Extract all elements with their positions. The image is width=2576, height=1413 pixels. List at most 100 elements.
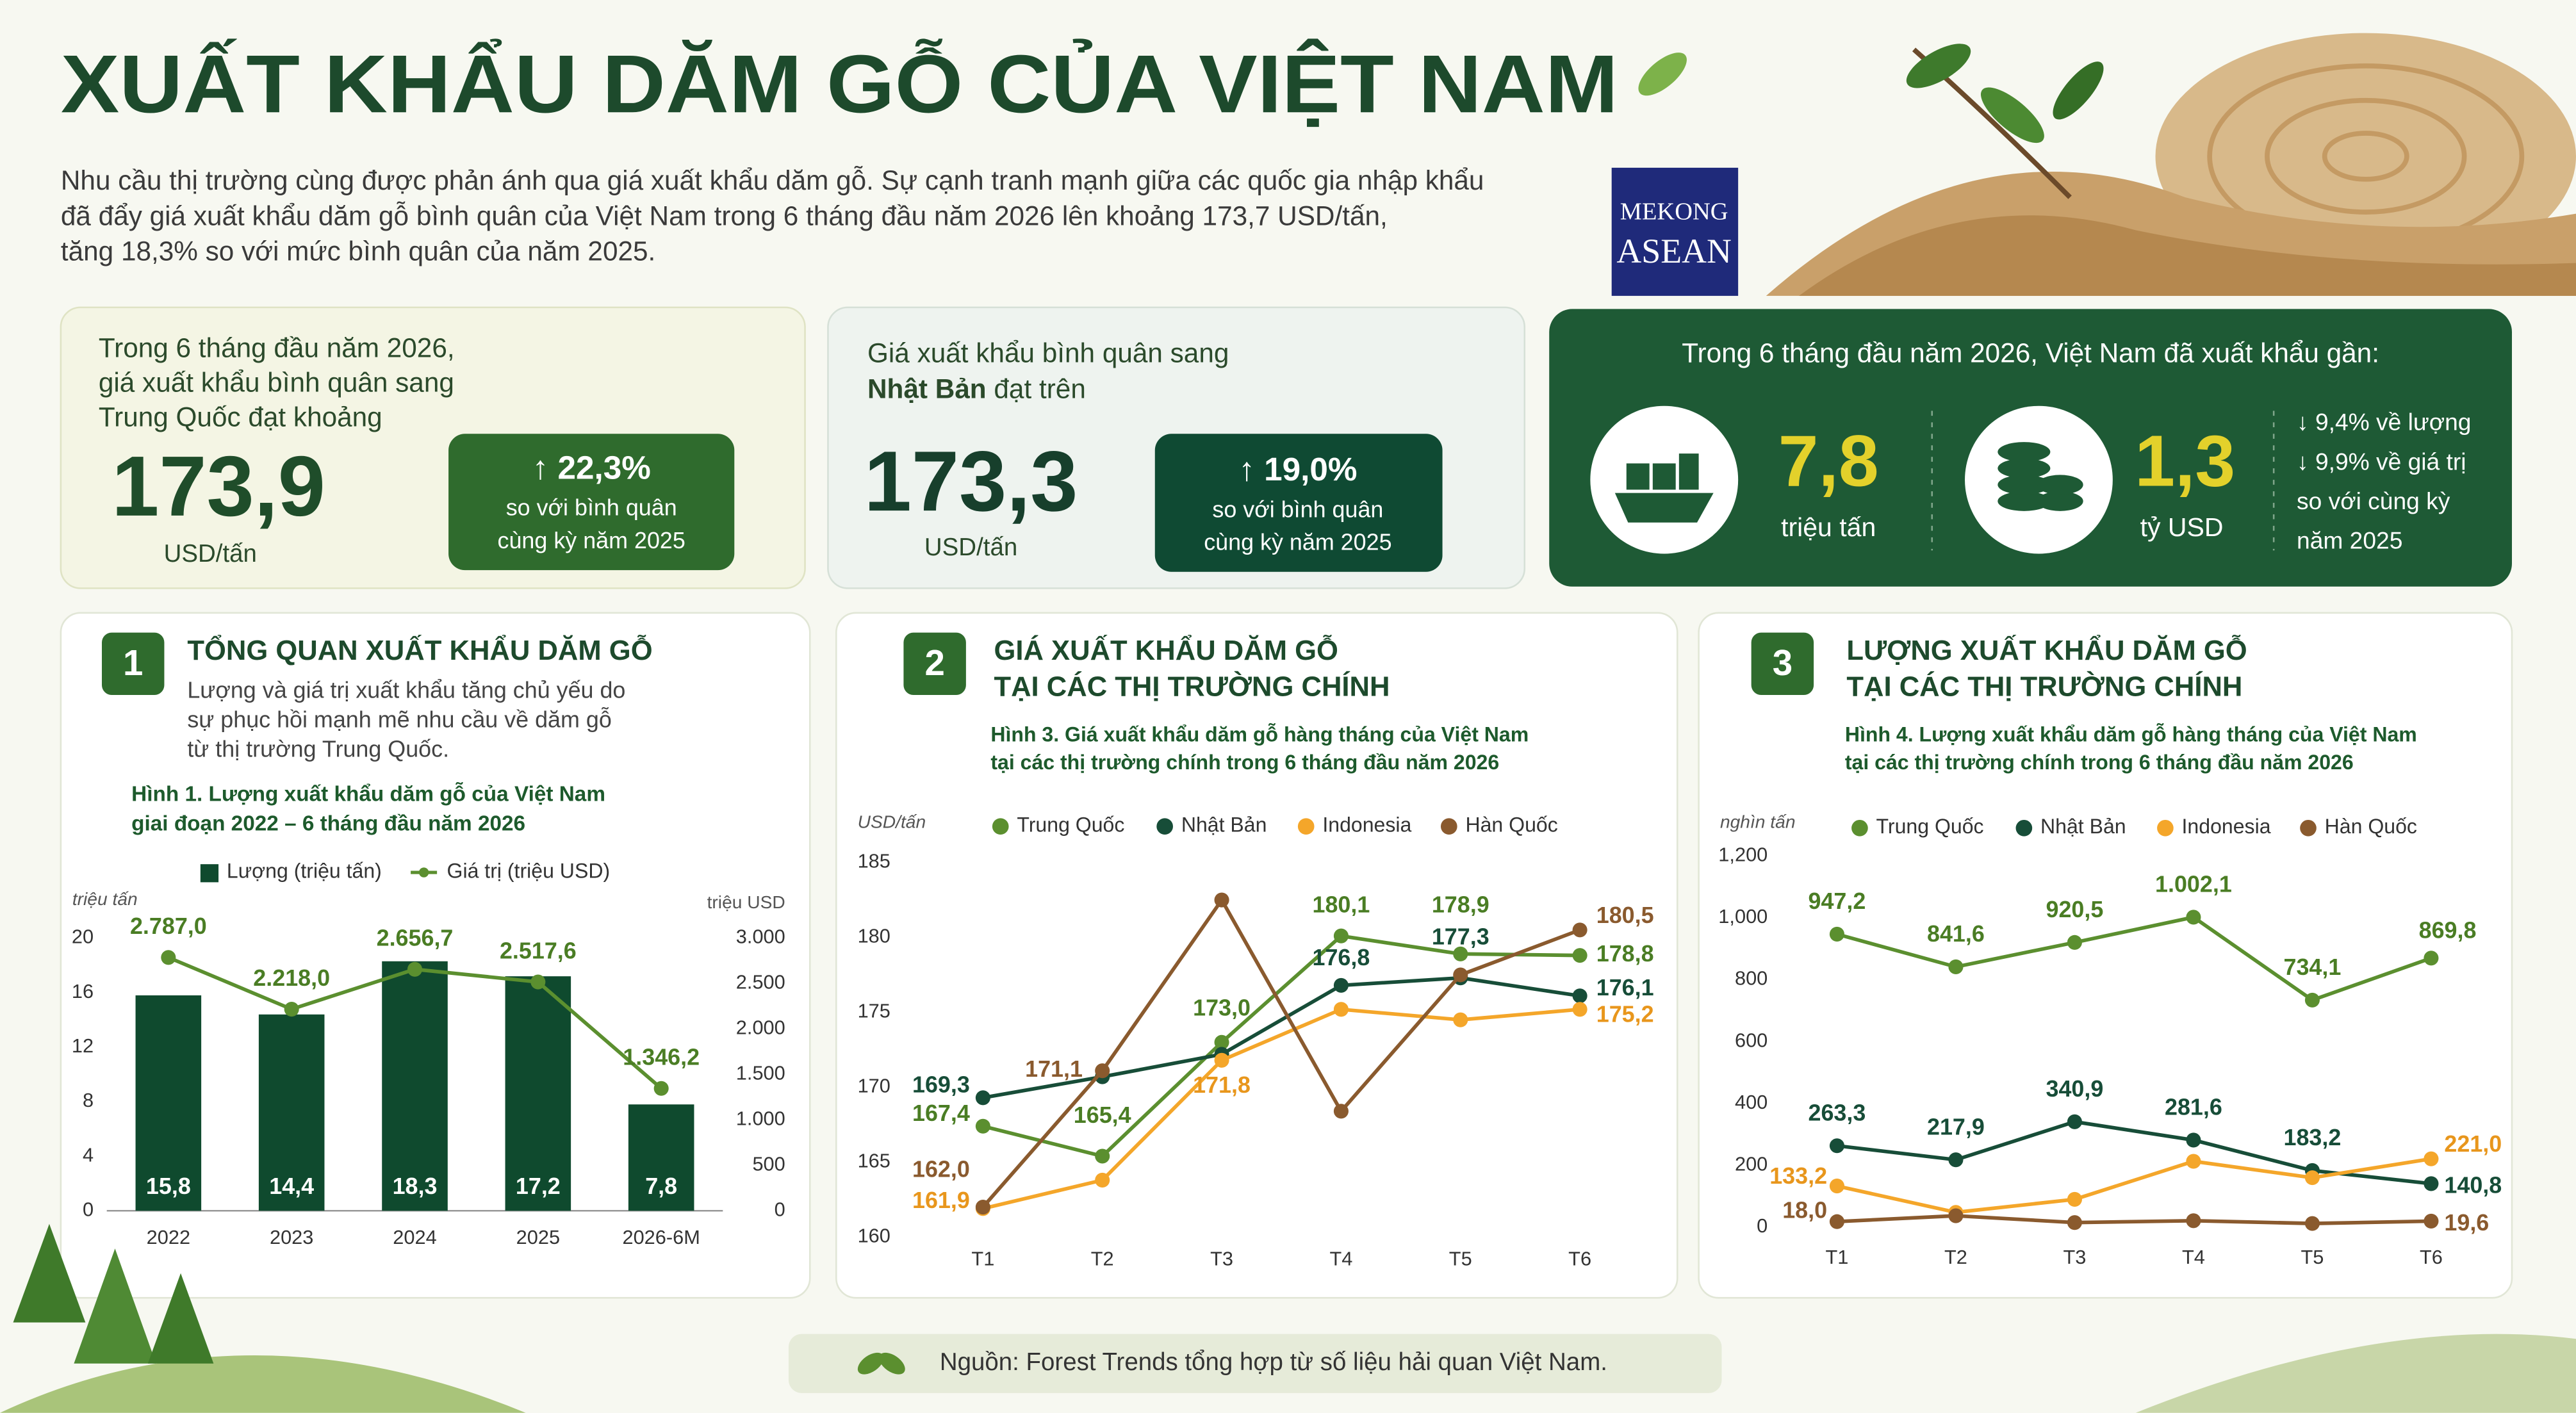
chart-title: tại các thị trường chính trong 6 tháng đ… (990, 751, 1499, 774)
x-tick-label: 2022 (147, 1226, 190, 1248)
logo-box (1611, 167, 1739, 296)
y-tick-label: 160 (858, 1224, 890, 1246)
title: XUẤT KHẨU DĂM GỖ CỦA VIỆT NAM (61, 38, 1618, 130)
card-text: đạt trên (987, 374, 1086, 404)
data-label: 7,8 (645, 1173, 677, 1199)
line (1836, 1157, 2432, 1214)
point (2067, 1114, 2082, 1129)
point (1333, 928, 1349, 943)
x-tick-label: T1 (971, 1247, 994, 1270)
panel (835, 612, 1678, 1299)
data-label: 18,0 (1782, 1197, 1827, 1223)
point (1214, 892, 1229, 908)
data-label: 183,2 (2283, 1125, 2341, 1150)
ship-hull (1614, 493, 1714, 523)
y-tick-label: 170 (858, 1075, 890, 1097)
source: Nguồn: Forest Trends tổng hợp từ số liệu… (940, 1348, 1607, 1376)
chart-title: tại các thị trường chính trong 6 tháng đ… (1845, 751, 2354, 774)
y2-tick-label: 1.000 (736, 1107, 785, 1130)
line (982, 1007, 1580, 1211)
data-label: 217,9 (1927, 1114, 1985, 1139)
point (284, 1002, 299, 1017)
legend-marker (200, 864, 219, 883)
y2-axis-title: triệu USD (707, 892, 785, 912)
point (2186, 1213, 2201, 1229)
data-label: 171,1 (1025, 1056, 1083, 1082)
data-label: 171,8 (1193, 1072, 1251, 1098)
section-title: TẠI CÁC THỊ TRƯỜNG CHÍNH (994, 670, 1390, 702)
y-tick-label: 0 (83, 1198, 94, 1220)
section-title: TỔNG QUAN XUẤT KHẨU DĂM GỖ (187, 633, 652, 666)
badge (448, 434, 735, 571)
point (975, 1118, 990, 1134)
data-label: 281,6 (2165, 1095, 2222, 1120)
legend-label: Trung Quốc (1876, 815, 1984, 838)
data-label: 734,1 (2283, 954, 2341, 980)
point (161, 950, 176, 965)
data-label: 161,9 (912, 1188, 970, 1213)
x-tick-label: 2026-6M (622, 1226, 700, 1248)
x-tick-label: T6 (1568, 1247, 1591, 1270)
data-label: 263,3 (1809, 1100, 1866, 1126)
x-tick-label: T5 (1449, 1247, 1472, 1270)
card-note: cùng kỳ năm 2025 (498, 528, 685, 553)
point (2067, 1215, 2082, 1230)
data-label: 221,0 (2444, 1131, 2502, 1157)
log-ring (2265, 97, 2467, 215)
point (1829, 1138, 1844, 1154)
legend-label: Giá trị (triệu USD) (447, 859, 611, 882)
coin (1998, 475, 2051, 495)
line (1836, 915, 2432, 1002)
data-label: 2.517,6 (500, 938, 577, 963)
y-tick-label: 12 (72, 1034, 94, 1057)
card-unit: USD/tấn (924, 534, 1017, 561)
intro-line: Nhu cầu thị trường cùng được phản ánh qu… (61, 165, 1484, 195)
point (1829, 926, 1844, 942)
logo-text: MEKONG (1620, 199, 1728, 225)
y-tick-label: 175 (858, 1000, 890, 1022)
point (2067, 1191, 2082, 1207)
x-tick-label: T2 (1944, 1246, 1967, 1268)
data-label: 340,9 (2046, 1076, 2104, 1102)
card-change: ↑ 22,3% (532, 449, 651, 486)
x-tick-label: T3 (2063, 1246, 2086, 1268)
point (1572, 948, 1587, 963)
point (1095, 1148, 1110, 1164)
section-number: 2 (924, 642, 944, 683)
summary-note: năm 2025 (2297, 527, 2402, 553)
x-tick-label: T4 (1329, 1247, 1352, 1270)
data-label: 180,5 (1596, 903, 1654, 928)
x-tick-label: 2024 (393, 1226, 436, 1248)
leaf (1980, 87, 2044, 143)
legend-marker (1156, 818, 1173, 835)
data-label: 140,8 (2444, 1173, 2502, 1198)
chart-title: giai đoạn 2022 – 6 tháng đầu năm 2026 (131, 812, 525, 835)
card-value: 173,3 (864, 434, 1078, 529)
data-label: 1.002,1 (2155, 872, 2232, 897)
card-note: so với bình quân (1212, 496, 1383, 522)
x-tick-label: T5 (2301, 1246, 2324, 1268)
ship-cabin (1678, 453, 1699, 490)
point (1453, 967, 1468, 983)
card-text: Trong 6 tháng đầu năm 2026, (99, 333, 455, 363)
x-tick-label: 2023 (270, 1226, 313, 1248)
x-tick-label: T4 (2182, 1246, 2205, 1268)
point (2304, 1216, 2320, 1231)
point (1453, 1012, 1468, 1027)
section-text: Lượng và giá trị xuất khẩu tăng chủ yếu … (187, 677, 625, 703)
point (407, 961, 423, 977)
line (1837, 1214, 2431, 1225)
card-note: so với bình quân (506, 495, 677, 521)
y2-tick-label: 3.000 (736, 926, 785, 948)
point (1333, 1104, 1349, 1119)
point (653, 1081, 669, 1096)
summary-value: 7,8 (1778, 420, 1879, 501)
card-text: giá xuất khẩu bình quân sang (99, 368, 454, 398)
y-tick-label: 4 (83, 1143, 94, 1166)
leaf (1906, 44, 1971, 88)
data-label: 178,8 (1596, 941, 1654, 967)
legend-marker (2300, 819, 2317, 837)
leaf-icon (857, 1352, 884, 1375)
y2-tick-label: 0 (775, 1198, 785, 1220)
data-label: 175,2 (1596, 1002, 1654, 1027)
